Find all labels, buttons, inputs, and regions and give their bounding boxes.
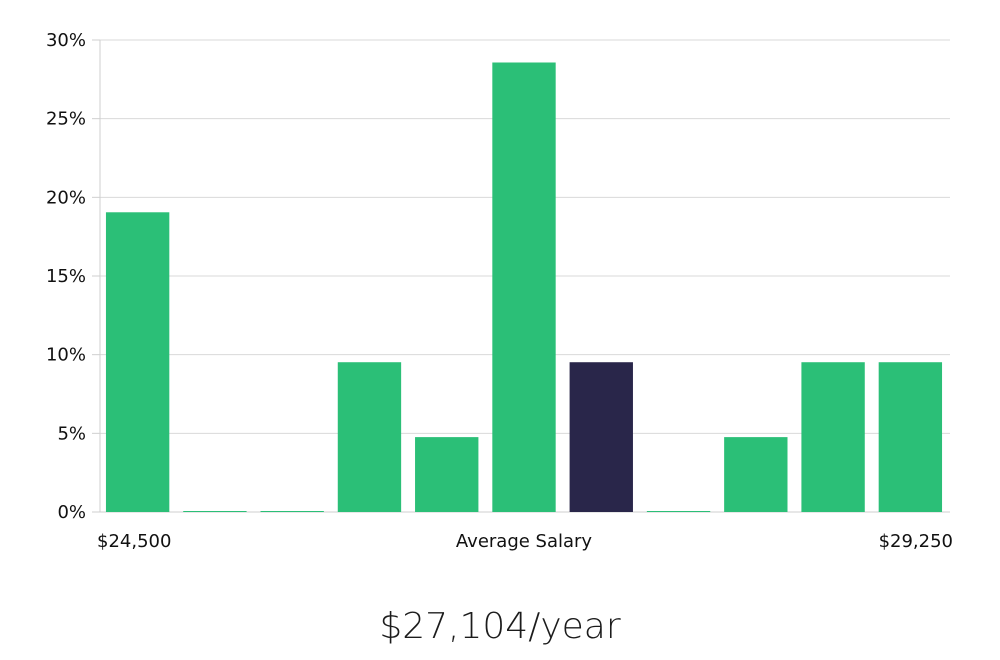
bar[interactable] [183,511,247,512]
y-tick-label: 25% [46,109,86,130]
bar-highlight[interactable] [569,362,633,512]
bar[interactable] [492,62,556,513]
bars [105,62,943,513]
y-tick-label: 20% [46,187,86,208]
bar[interactable] [415,437,479,512]
bar[interactable] [260,511,324,512]
bar[interactable] [105,212,170,512]
bar[interactable] [337,362,402,512]
y-tick-label: 30% [46,30,86,51]
x-axis-title: Average Salary [456,531,593,552]
bar[interactable] [878,362,943,512]
bar[interactable] [646,511,711,512]
histogram-svg: 0% 5% 10% 15% 20% 25% 30% $24,500 Average Sala… [46,30,953,552]
x-min-label: $24,500 [97,531,171,552]
bar[interactable] [801,362,865,512]
x-max-label: $29,250 [879,531,953,552]
average-salary-value: $27,104/year [379,606,621,647]
y-tick-label: 0% [57,502,86,523]
y-tick-label: 15% [46,266,86,287]
bar[interactable] [724,437,788,512]
y-tick-label: 5% [57,423,86,444]
y-tick-label: 10% [46,345,86,366]
